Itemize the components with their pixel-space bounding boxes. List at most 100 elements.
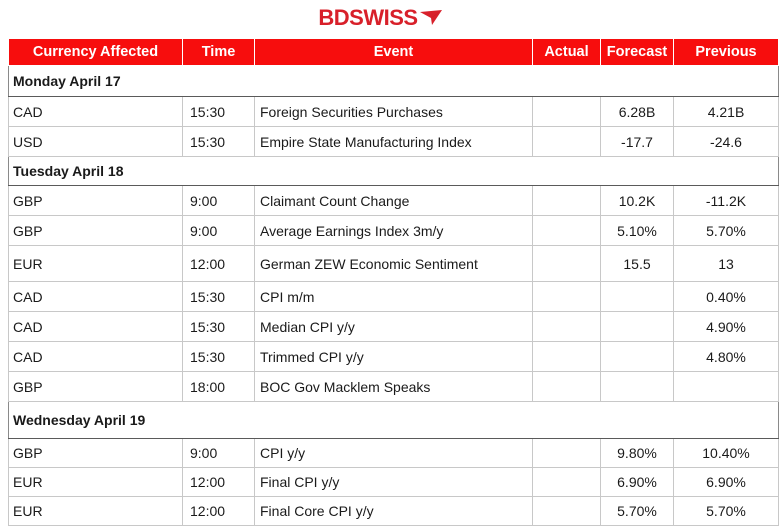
table-row: EUR 12:00 Final Core CPI y/y 5.70% 5.70% — [8, 496, 779, 526]
event-cell: Foreign Securities Purchases — [254, 96, 533, 127]
day-label: Wednesday April 19 — [8, 401, 779, 439]
table-row: EUR 12:00 German ZEW Economic Sentiment 15.… — [8, 245, 779, 282]
forecast-cell: 10.2K — [600, 185, 674, 216]
header-time: Time — [182, 38, 255, 66]
table-row: CAD 15:30 Median CPI y/y 4.90% — [8, 311, 779, 342]
forecast-cell — [600, 311, 674, 342]
forecast-cell — [600, 371, 674, 402]
previous-cell: 4.80% — [673, 341, 779, 372]
time-cell: 18:00 — [182, 371, 255, 402]
currency-cell: CAD — [8, 96, 183, 127]
actual-cell — [532, 185, 601, 216]
table-row: CAD 15:30 Foreign Securities Purchases 6.28… — [8, 96, 779, 127]
previous-cell: 4.21B — [673, 96, 779, 127]
forecast-cell: 15.5 — [600, 245, 674, 282]
forecast-cell — [600, 341, 674, 372]
previous-cell: 10.40% — [673, 438, 779, 468]
header-currency: Currency Affected — [8, 38, 183, 66]
day-header-row: Tuesday April 18 — [8, 156, 779, 186]
currency-cell: USD — [8, 126, 183, 157]
event-cell: CPI m/m — [254, 281, 533, 312]
currency-cell: GBP — [8, 371, 183, 402]
time-cell: 9:00 — [182, 215, 255, 246]
event-cell: Median CPI y/y — [254, 311, 533, 342]
event-cell: Claimant Count Change — [254, 185, 533, 216]
table-row: GBP 9:00 Claimant Count Change 10.2K -11.2K — [8, 185, 779, 216]
previous-cell: -11.2K — [673, 185, 779, 216]
table-row: USD 15:30 Empire State Manufacturing Index… — [8, 126, 779, 157]
forecast-cell: -17.7 — [600, 126, 674, 157]
table-header-row: Currency Affected Time Event Actual Fore… — [8, 38, 779, 66]
currency-cell: CAD — [8, 341, 183, 372]
actual-cell — [532, 467, 601, 497]
day-label: Tuesday April 18 — [8, 156, 779, 186]
forecast-cell — [600, 281, 674, 312]
header-actual: Actual — [532, 38, 601, 66]
time-cell: 15:30 — [182, 126, 255, 157]
brand-logo-text: BDSWISS — [318, 5, 418, 30]
table-row: GBP 18:00 BOC Gov Macklem Speaks — [8, 371, 779, 402]
time-cell: 9:00 — [182, 438, 255, 468]
actual-cell — [532, 438, 601, 468]
actual-cell — [532, 215, 601, 246]
currency-cell: GBP — [8, 185, 183, 216]
currency-cell: EUR — [8, 496, 183, 526]
forecast-cell: 9.80% — [600, 438, 674, 468]
actual-cell — [532, 371, 601, 402]
time-cell: 12:00 — [182, 245, 255, 282]
actual-cell — [532, 311, 601, 342]
currency-cell: EUR — [8, 245, 183, 282]
actual-cell — [532, 96, 601, 127]
currency-cell: GBP — [8, 438, 183, 468]
event-cell: BOC Gov Macklem Speaks — [254, 371, 533, 402]
day-header-row: Monday April 17 — [8, 65, 779, 97]
currency-cell: EUR — [8, 467, 183, 497]
event-cell: Final Core CPI y/y — [254, 496, 533, 526]
header-forecast: Forecast — [600, 38, 674, 66]
economic-calendar-table: Currency Affected Time Event Actual Fore… — [8, 38, 779, 526]
time-cell: 12:00 — [182, 496, 255, 526]
previous-cell: 5.70% — [673, 215, 779, 246]
previous-cell: 5.70% — [673, 496, 779, 526]
event-cell: Trimmed CPI y/y — [254, 341, 533, 372]
previous-cell: 6.90% — [673, 467, 779, 497]
event-cell: German ZEW Economic Sentiment — [254, 245, 533, 282]
table-row: EUR 12:00 Final CPI y/y 6.90% 6.90% — [8, 467, 779, 497]
time-cell: 15:30 — [182, 311, 255, 342]
previous-cell: 13 — [673, 245, 779, 282]
brand-logo: BDSWISS — [0, 5, 780, 31]
event-cell: CPI y/y — [254, 438, 533, 468]
actual-cell — [532, 496, 601, 526]
previous-cell: -24.6 — [673, 126, 779, 157]
event-cell: Empire State Manufacturing Index — [254, 126, 533, 157]
table-row: GBP 9:00 CPI y/y 9.80% 10.40% — [8, 438, 779, 468]
forecast-cell: 6.90% — [600, 467, 674, 497]
currency-cell: CAD — [8, 311, 183, 342]
actual-cell — [532, 245, 601, 282]
brand-arrow-icon — [419, 10, 442, 25]
forecast-cell: 5.70% — [600, 496, 674, 526]
table-row: CAD 15:30 Trimmed CPI y/y 4.80% — [8, 341, 779, 372]
actual-cell — [532, 281, 601, 312]
table-row: CAD 15:30 CPI m/m 0.40% — [8, 281, 779, 312]
previous-cell: 4.90% — [673, 311, 779, 342]
header-previous: Previous — [673, 38, 779, 66]
actual-cell — [532, 126, 601, 157]
time-cell: 9:00 — [182, 185, 255, 216]
previous-cell: 0.40% — [673, 281, 779, 312]
forecast-cell: 5.10% — [600, 215, 674, 246]
time-cell: 12:00 — [182, 467, 255, 497]
time-cell: 15:30 — [182, 281, 255, 312]
event-cell: Final CPI y/y — [254, 467, 533, 497]
day-label: Monday April 17 — [8, 65, 779, 97]
time-cell: 15:30 — [182, 341, 255, 372]
actual-cell — [532, 341, 601, 372]
currency-cell: GBP — [8, 215, 183, 246]
event-cell: Average Earnings Index 3m/y — [254, 215, 533, 246]
previous-cell — [673, 371, 779, 402]
table-body: Monday April 17 CAD 15:30 Foreign Securitie… — [8, 65, 779, 526]
currency-cell: CAD — [8, 281, 183, 312]
time-cell: 15:30 — [182, 96, 255, 127]
table-row: GBP 9:00 Average Earnings Index 3m/y 5.10% 5… — [8, 215, 779, 246]
header-event: Event — [254, 38, 533, 66]
